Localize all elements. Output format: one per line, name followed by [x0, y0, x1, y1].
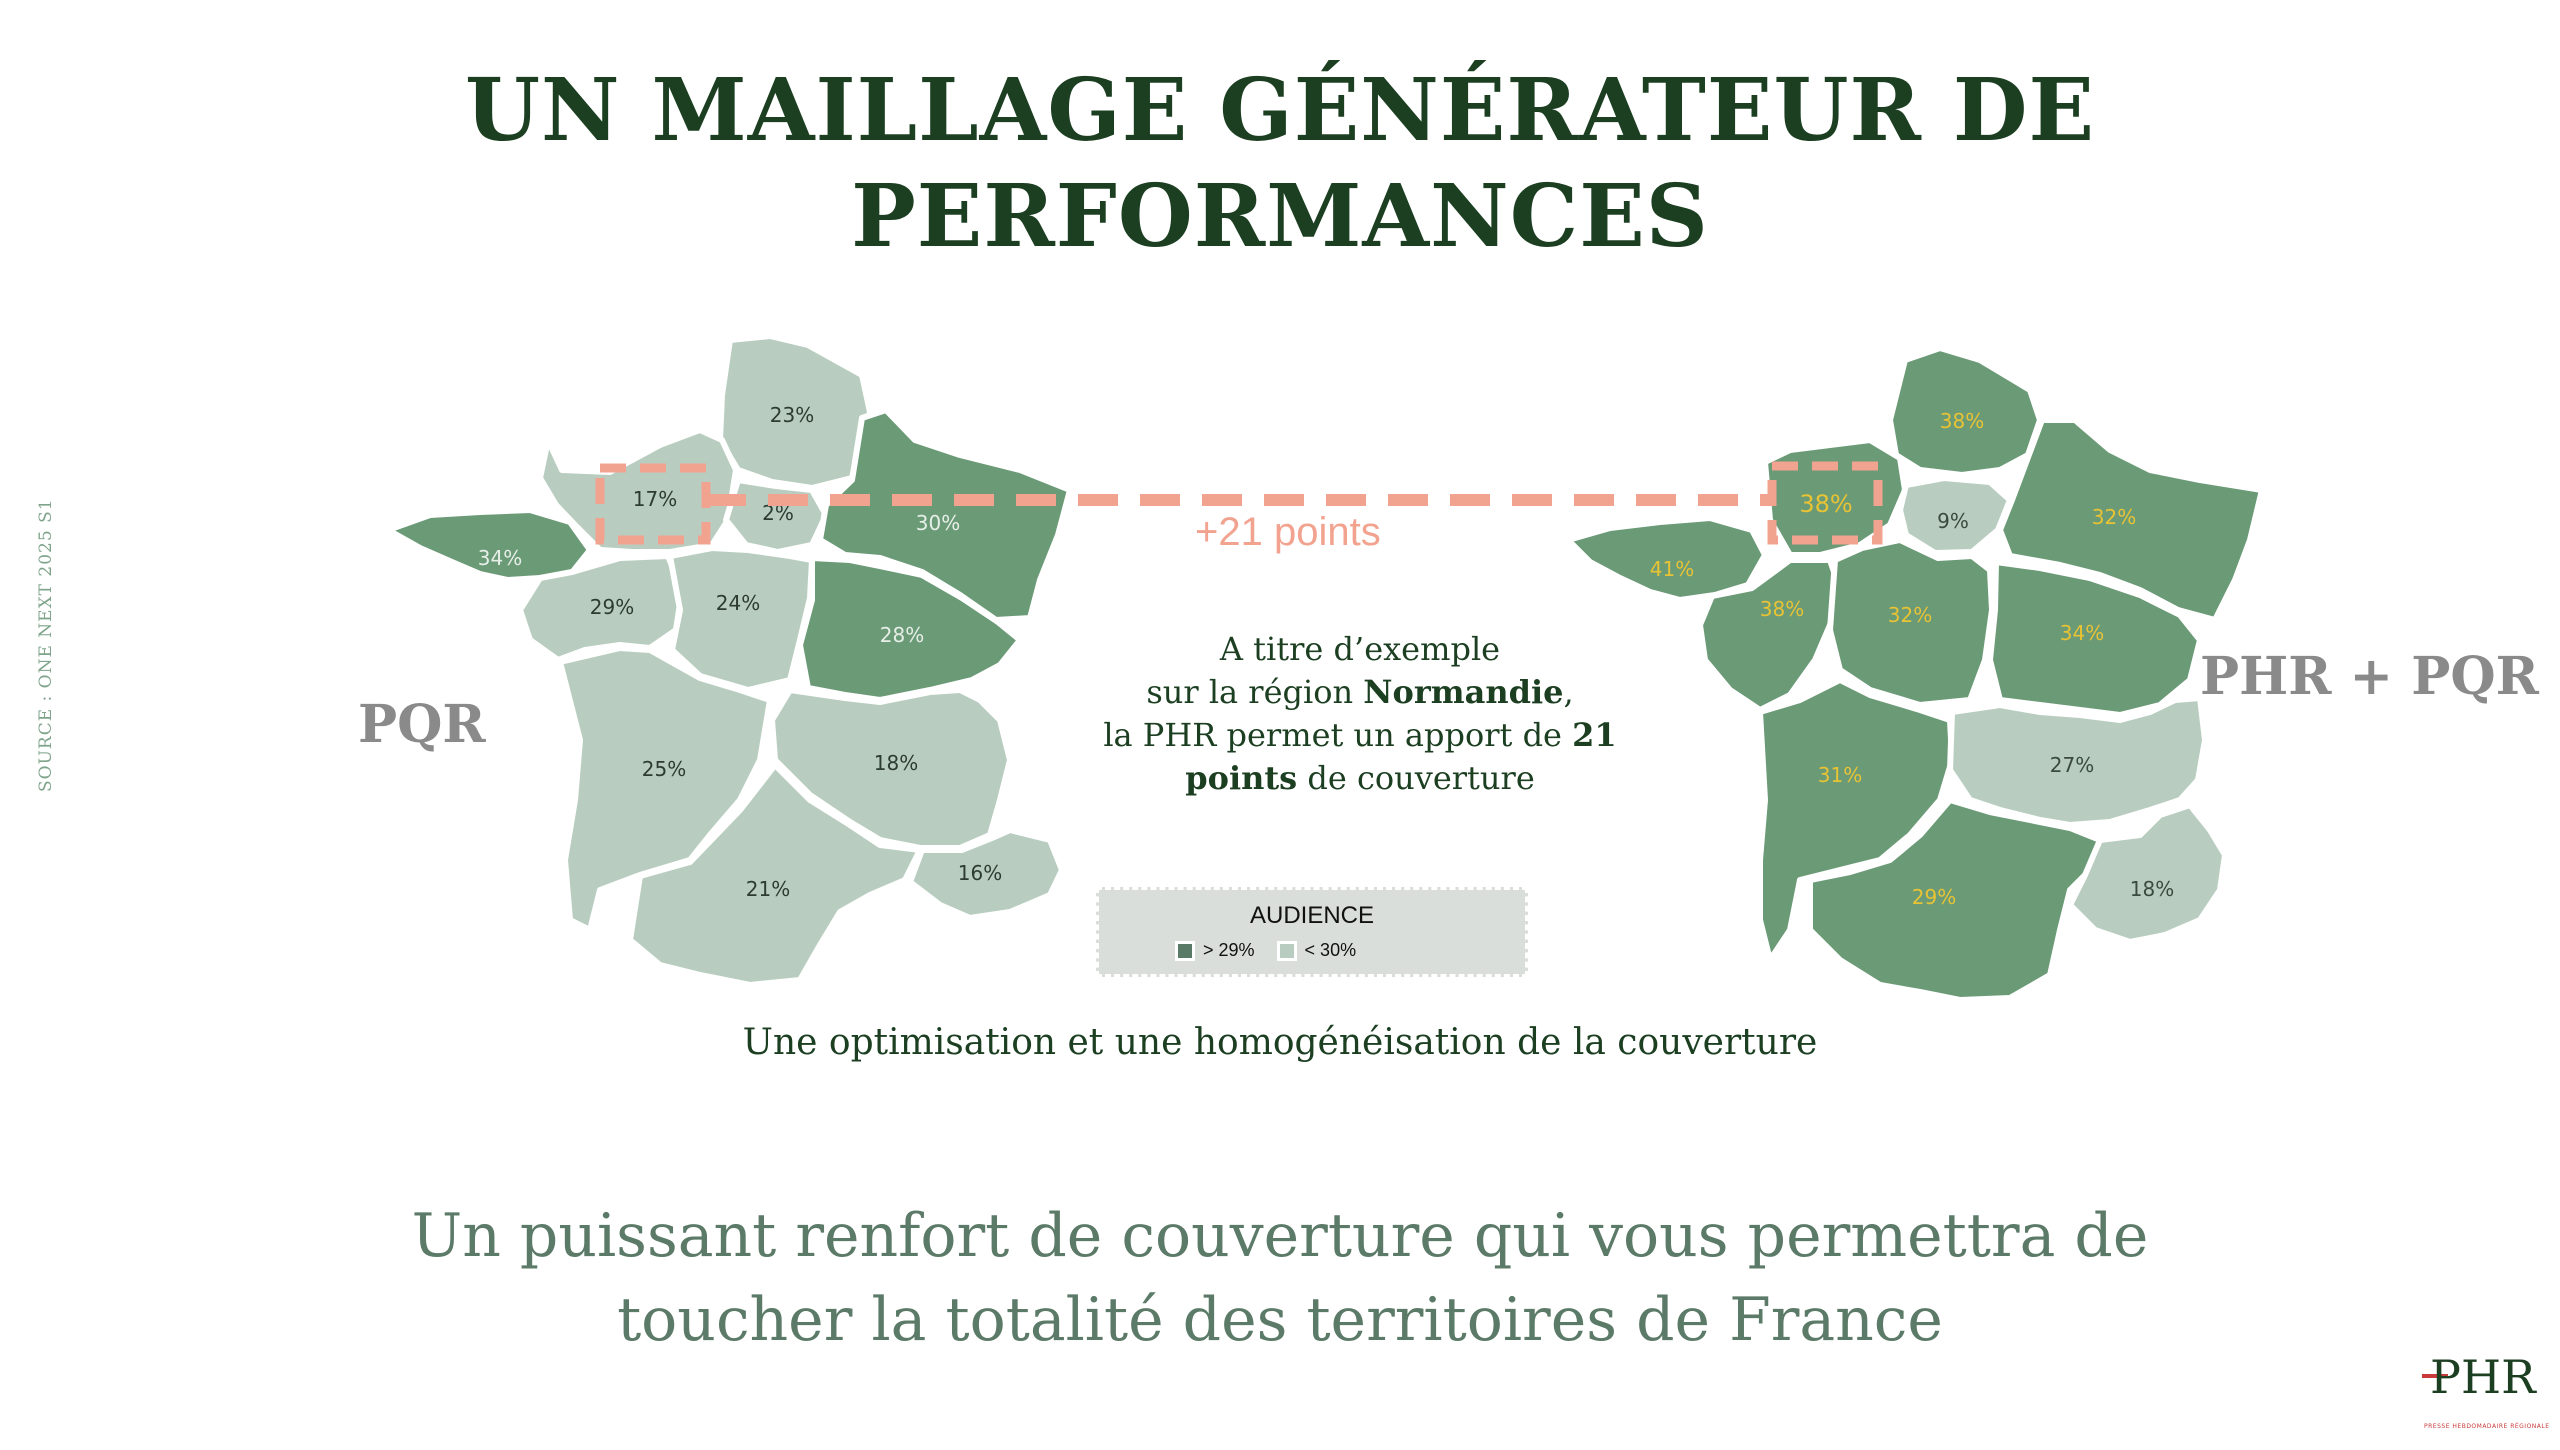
logo-bar	[2422, 1374, 2448, 1378]
value-right-centre: 32%	[1888, 603, 1932, 627]
example-line-1: A titre d’exemple	[1219, 630, 1501, 668]
region-left-bourgogne	[797, 555, 1023, 703]
example-text: A titre d’exemple sur la région Normandi…	[1040, 628, 1680, 800]
value-left-grand-est: 30%	[916, 511, 960, 535]
gain-label: +21 points	[1195, 510, 1381, 554]
map-pqr-values: 23% 17% 2% 30% 34% 29% 24% 28% 25% 18% 2…	[478, 403, 1002, 901]
legend-swatch-low	[1276, 940, 1297, 961]
value-right-normandie: 38%	[1799, 490, 1852, 518]
legend-label-low: < 30%	[1304, 940, 1357, 960]
value-left-pays-de-la-loire: 29%	[590, 595, 634, 619]
value-right-auvergne: 27%	[2050, 753, 2094, 777]
value-right-paca: 18%	[2130, 877, 2174, 901]
example-line-4-suffix: de couverture	[1297, 759, 1535, 797]
value-left-bretagne: 34%	[478, 546, 522, 570]
region-left-paca	[907, 827, 1065, 921]
example-line-2-suffix: ,	[1563, 673, 1574, 711]
region-right-nouvelle-aquitaine	[1757, 677, 1955, 963]
example-line-2: sur la région Normandie,	[1040, 671, 1680, 714]
map-label-right: PHR + PQR	[2200, 646, 2539, 707]
region-left-grand-est	[817, 407, 1073, 623]
title-line-1: UN MAILLAGE GÉNÉRATEUR DE	[464, 60, 2096, 161]
region-right-hauts-de-france	[1887, 345, 2043, 478]
example-region-name: Normandie	[1363, 673, 1564, 711]
value-right-nouvelle-aquitaine: 31%	[1818, 763, 1862, 787]
normandie-highlight	[595, 461, 1883, 545]
subline-text: Une optimisation et une homogénéisation …	[742, 1022, 1818, 1063]
value-left-auvergne: 18%	[874, 751, 918, 775]
region-left-occitanie	[627, 762, 923, 988]
example-gain-unit: points	[1185, 759, 1298, 797]
value-right-ile-de-france: 9%	[1937, 509, 1969, 533]
region-right-auvergne	[1947, 695, 2208, 828]
map-label-left: PQR	[358, 694, 486, 755]
example-line-2-prefix: sur la région	[1146, 673, 1364, 711]
region-left-centre	[667, 545, 815, 693]
legend-label-high: > 29%	[1203, 940, 1255, 960]
example-line-4: points de couverture	[1040, 757, 1680, 800]
value-left-hauts-de-france: 23%	[770, 403, 814, 427]
value-right-bretagne: 41%	[1650, 557, 1694, 581]
page-title: UN MAILLAGE GÉNÉRATEUR DE PERFORMANCES	[0, 58, 2560, 270]
value-left-occitanie: 21%	[746, 877, 790, 901]
value-right-occitanie: 29%	[1912, 885, 1956, 909]
region-right-pays-de-la-loire	[1697, 557, 1843, 713]
legend-swatch-high	[1175, 940, 1195, 961]
bottom-statement: Un puissant renfort de couverture qui vo…	[0, 1194, 2560, 1362]
value-right-bourgogne: 34%	[2060, 621, 2104, 645]
legend-row: > 29% < 30%	[1175, 940, 1356, 961]
region-right-bretagne	[1565, 515, 1768, 603]
region-right-centre	[1827, 537, 1995, 708]
map-phr-pqr-values: 38% 38% 9% 32% 41% 38% 32% 34% 31% 27% 2…	[1650, 409, 2174, 909]
legend-title: AUDIENCE	[1249, 902, 1375, 929]
title-line-2: PERFORMANCES	[851, 166, 1709, 267]
highlight-box-right	[1767, 461, 1883, 545]
value-right-hauts-de-france: 38%	[1940, 409, 1984, 433]
example-gain-number: 21	[1572, 716, 1617, 754]
bottom-line-1: Un puissant renfort de couverture qui vo…	[411, 1201, 2149, 1271]
logo-tagline: PRESSE HEBDOMADAIRE RÉGIONALE	[2424, 1423, 2550, 1430]
value-right-pays-de-la-loire: 38%	[1760, 597, 1804, 621]
map-pqr	[385, 333, 1073, 988]
region-right-ile-de-france	[1897, 475, 2013, 556]
audience-legend: AUDIENCE > 29% < 30%	[1096, 887, 1528, 977]
region-left-normandie	[537, 427, 739, 555]
region-left-auvergne	[769, 687, 1013, 851]
region-right-paca	[2067, 802, 2228, 945]
logo-wordmark: PHR	[2430, 1350, 2536, 1404]
example-line-3-prefix: la PHR permet un apport de	[1103, 716, 1573, 754]
value-right-grand-est: 32%	[2092, 505, 2136, 529]
example-line-3: la PHR permet un apport de 21	[1040, 714, 1680, 757]
value-left-nouvelle-aquitaine: 25%	[642, 757, 686, 781]
value-left-centre: 24%	[716, 591, 760, 615]
value-left-bourgogne: 28%	[880, 623, 924, 647]
region-right-grand-est	[1997, 417, 2265, 623]
value-left-normandie: 17%	[633, 487, 677, 511]
value-left-paca: 16%	[958, 861, 1002, 885]
bottom-line-2: toucher la totalité des territoires de F…	[617, 1285, 1943, 1355]
phr-logo: PHR PRESSE HEBDOMADAIRE RÉGIONALE	[2422, 1350, 2549, 1430]
